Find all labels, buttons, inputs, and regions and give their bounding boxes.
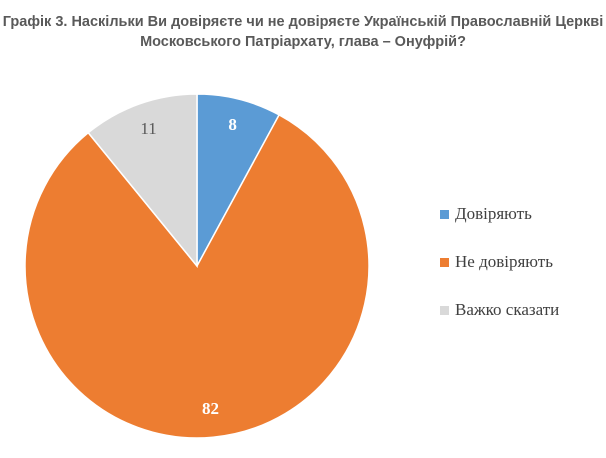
chart-title: Графік 3. Наскільки Ви довіряєте чи не д…	[0, 12, 606, 52]
chart-legend: Довіряють Не довіряють Важко сказати	[440, 202, 559, 346]
pie-slice-hard-to-say	[87, 93, 198, 269]
chart-title-line-1: Графік 3. Наскільки Ви довіряєте чи не д…	[2, 14, 604, 30]
legend-label-distrust: Не довіряють	[455, 252, 553, 271]
legend-label-hard-to-say: Важко сказати	[455, 300, 560, 319]
data-label-distrust: 82	[202, 399, 219, 418]
data-label-hard-to-say: 11	[140, 119, 156, 138]
legend-swatch-distrust	[440, 257, 449, 267]
legend-item-trust: Довіряють	[440, 202, 559, 226]
legend-item-hard-to-say: Важко сказати	[440, 298, 559, 322]
legend-item-distrust: Не довіряють	[440, 250, 559, 274]
pie-slice-distrust	[24, 113, 370, 439]
legend-label-trust: Довіряють	[455, 204, 532, 223]
legend-swatch-hard-to-say	[440, 305, 449, 315]
data-label-trust: 8	[228, 115, 237, 134]
legend-swatch-trust	[440, 209, 449, 219]
chart-title-line-2: Московського Патріархату, глава – Онуфрі…	[140, 34, 466, 50]
